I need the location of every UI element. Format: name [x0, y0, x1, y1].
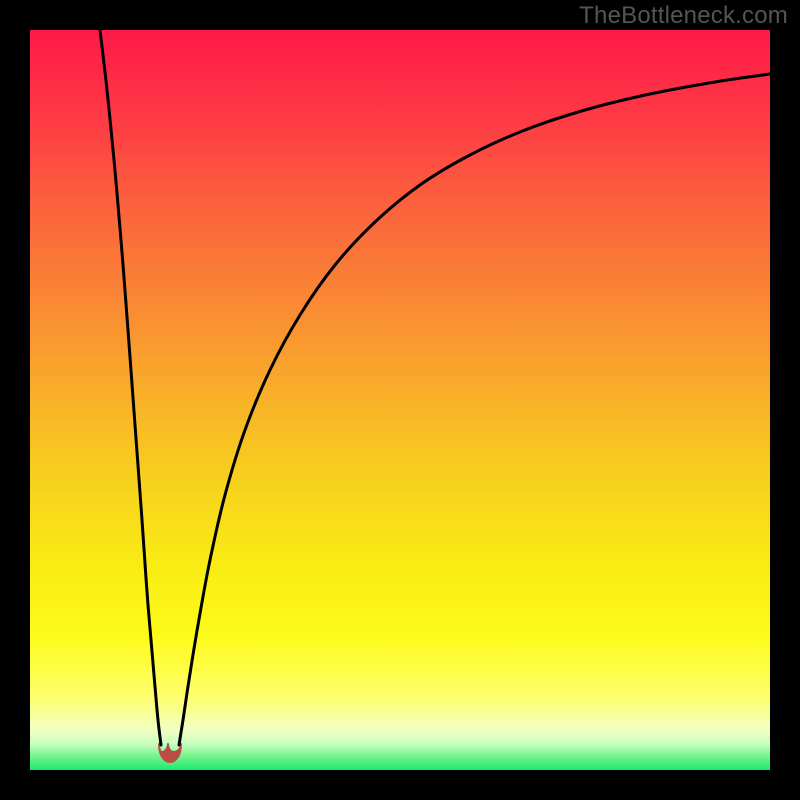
chart-container: TheBottleneck.com — [0, 0, 800, 800]
watermark-text: TheBottleneck.com — [579, 2, 788, 30]
bottleneck-chart — [0, 0, 800, 800]
plot-area — [30, 30, 770, 770]
